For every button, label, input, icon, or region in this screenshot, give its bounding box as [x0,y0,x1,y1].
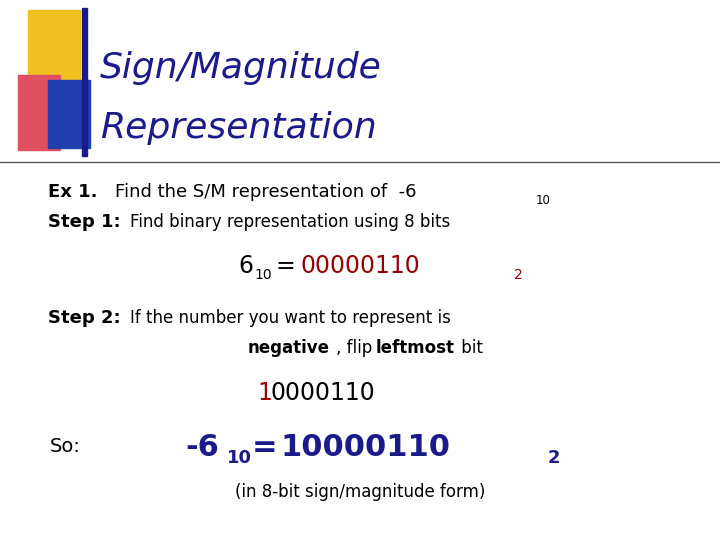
Text: 0000110: 0000110 [271,381,376,405]
Text: So:: So: [50,437,81,456]
Text: Find binary representation using 8 bits: Find binary representation using 8 bits [130,213,450,231]
Text: 00000110: 00000110 [300,254,420,278]
Text: , flip: , flip [336,339,377,357]
Text: 10: 10 [227,449,252,467]
Text: Ex 1.: Ex 1. [48,183,97,201]
Bar [28,10,80,105]
Bar [82,8,87,156]
Text: 10: 10 [536,193,551,206]
Text: negative: negative [248,339,330,357]
Text: =: = [275,254,294,278]
Text: 6: 6 [238,254,253,278]
Text: Step 1:: Step 1: [48,213,121,231]
Text: Representation: Representation [100,111,377,145]
Text: If the number you want to represent is: If the number you want to represent is [130,309,451,327]
Text: bit: bit [456,339,483,357]
Text: 10000110: 10000110 [280,433,450,462]
Bar [18,75,60,150]
Text: Sign/Magnitude: Sign/Magnitude [100,51,382,85]
Text: 2: 2 [514,268,523,282]
Text: -6: -6 [185,433,219,462]
Text: Step 2:: Step 2: [48,309,121,327]
Text: 10: 10 [254,268,271,282]
Text: leftmost: leftmost [376,339,455,357]
Text: Find the S/M representation of  -6: Find the S/M representation of -6 [115,183,416,201]
Text: =: = [252,433,278,462]
Text: 1: 1 [257,381,272,405]
Text: (in 8-bit sign/magnitude form): (in 8-bit sign/magnitude form) [235,483,485,501]
Text: 2: 2 [548,449,560,467]
Bar [48,80,90,148]
